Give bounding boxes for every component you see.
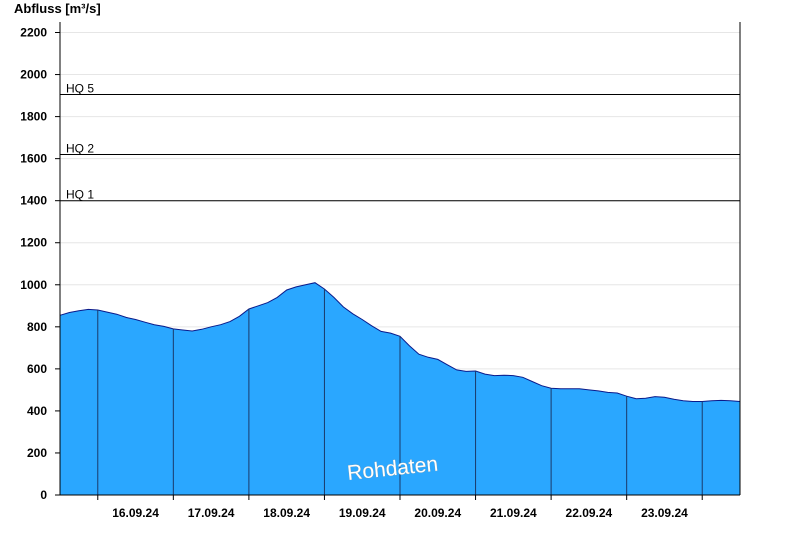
threshold-label: HQ 5 [66, 82, 94, 96]
y-ticks: 0 200 400 600 800 1000 1200 1400 1600 1800 2000 220… [20, 26, 60, 502]
thresholds: HQ 1 HQ 2 HQ 5 [60, 82, 740, 202]
y-tick-label: 600 [27, 362, 47, 376]
x-tick-label: 22.09.24 [566, 506, 613, 520]
x-tick-label: 17.09.24 [188, 506, 235, 520]
y-tick-label: 1400 [20, 194, 47, 208]
x-tick-label: 21.09.24 [490, 506, 537, 520]
y-axis-label: Abfluss [m³/s] [14, 1, 101, 16]
y-tick-label: 2000 [20, 68, 47, 82]
area-layer [59, 282, 741, 495]
x-tick-label: 19.09.24 [339, 506, 386, 520]
y-tick-label: 1800 [20, 110, 47, 124]
y-tick-label: 0 [40, 488, 47, 502]
y-tick-label: 400 [27, 404, 47, 418]
x-tick-label: 23.09.24 [641, 506, 688, 520]
threshold-label: HQ 1 [66, 188, 94, 202]
threshold-label: HQ 2 [66, 141, 94, 155]
y-tick-label: 200 [27, 446, 47, 460]
y-tick-label: 1000 [20, 278, 47, 292]
y-tick-label: 2200 [20, 26, 47, 40]
x-tick-label: 18.09.24 [263, 506, 310, 520]
x-tick-label: 20.09.24 [414, 506, 461, 520]
y-tick-label: 1200 [20, 236, 47, 250]
x-ticks: 16.09.24 17.09.24 18.09.24 19.09.24 20.09.24… [97, 495, 703, 520]
x-tick-label: 16.09.24 [112, 506, 159, 520]
y-tick-label: 800 [27, 320, 47, 334]
y-tick-label: 1600 [20, 152, 47, 166]
